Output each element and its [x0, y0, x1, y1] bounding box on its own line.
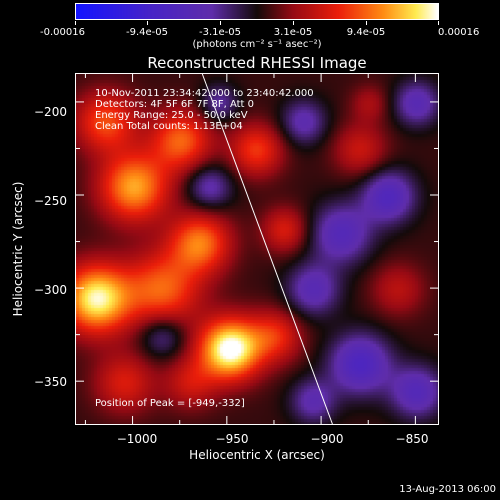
plot-overlay [201, 74, 333, 424]
x-tick-label: −900 [310, 432, 344, 446]
y-tick-label: −200 [34, 105, 67, 119]
heatmap-image [76, 74, 438, 424]
plot-area: 10-Nov-2011 23:34:42.000 to 23:40:42.000… [75, 73, 439, 425]
x-axis-label: Heliocentric X (arcsec) [189, 448, 325, 462]
x-tick-label: −950 [215, 432, 249, 446]
colorbar-tick-label: -9.4e-05 [126, 27, 168, 38]
colorbar [75, 3, 439, 20]
y-tick-label: −300 [34, 283, 67, 297]
colorbar-tick [75, 21, 76, 25]
colorbar-tick-label: 9.4e-05 [346, 27, 386, 38]
y-tick-label: −250 [34, 194, 67, 208]
colorbar-tick-label: 0.00016 [438, 27, 480, 38]
colorbar-tick [366, 21, 367, 25]
colorbar-units: (photons cm⁻² s⁻¹ asec⁻²) [192, 39, 322, 50]
colorbar-tick [293, 21, 294, 25]
footer-date: 13-Aug-2013 06:00 [399, 484, 496, 495]
detectors-annotation: Detectors: 4F 5F 6F 7F 8F, Att 0 [95, 99, 255, 110]
counts-annotation: Clean Total counts: 1.13E+04 [95, 121, 243, 132]
y-tick-label: −350 [34, 375, 67, 389]
chart-title: Reconstructed RHESSI Image [147, 54, 367, 72]
y-axis-label: Heliocentric Y (arcsec) [11, 181, 25, 317]
peak-position-annotation: Position of Peak = [-949,-332] [95, 398, 245, 409]
energy-range-annotation: Energy Range: 25.0 - 50.0 keV [95, 110, 248, 121]
colorbar-tick [438, 21, 439, 25]
solar-limb-line [201, 74, 333, 424]
colorbar-tick [220, 21, 221, 25]
x-tick-label: −1000 [116, 432, 158, 446]
x-tick-label: −850 [395, 432, 429, 446]
colorbar-tick-label: -0.00016 [40, 27, 85, 38]
colorbar-tick [147, 21, 148, 25]
time-range-annotation: 10-Nov-2011 23:34:42.000 to 23:40:42.000 [95, 88, 314, 99]
colorbar-tick-label: 3.1e-05 [273, 27, 313, 38]
colorbar-tick-label: -3.1e-05 [199, 27, 241, 38]
